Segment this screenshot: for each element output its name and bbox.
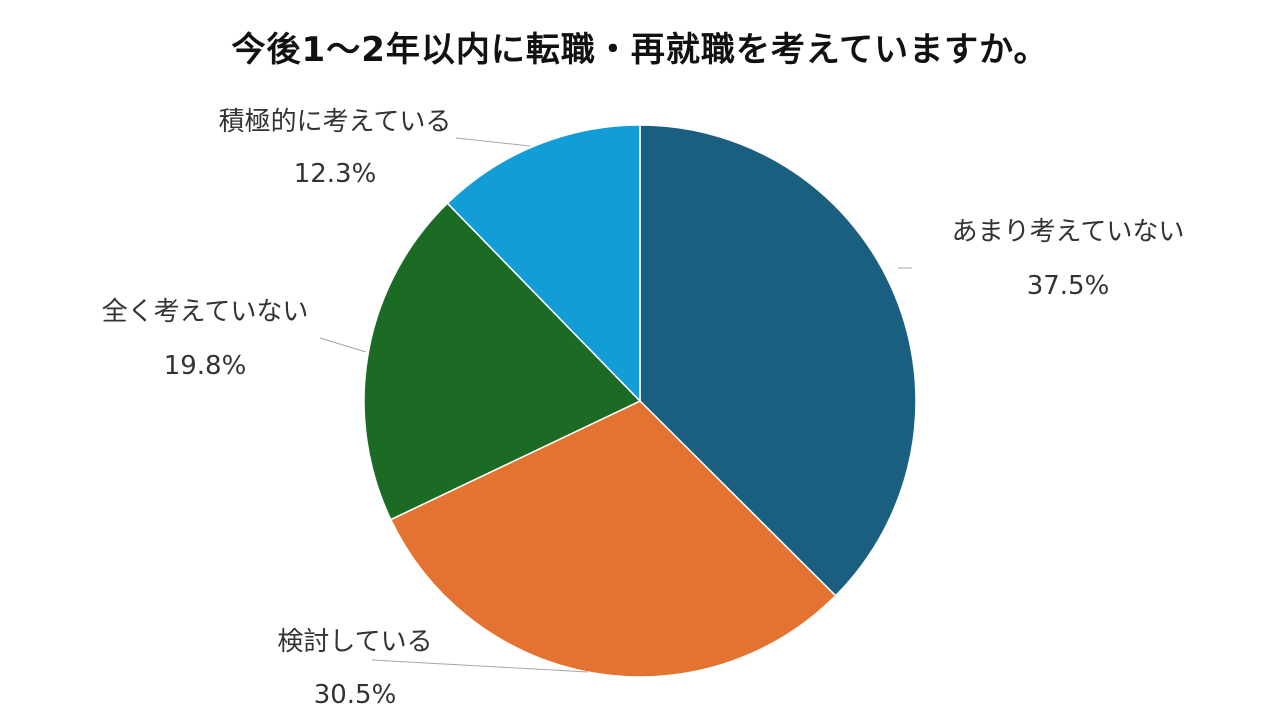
- pie-slice: [389, 400, 837, 678]
- slice-category-label: あまり考えていない: [952, 217, 1185, 247]
- slice-category-label: 積極的に考えている: [219, 107, 452, 137]
- slice-value-label: 30.5%: [314, 680, 397, 710]
- slice-value-label: 37.5%: [1027, 271, 1110, 301]
- pie-slice: [446, 124, 641, 403]
- pie-slice: [639, 124, 917, 597]
- chart-title: 今後1～2年以内に転職・再就職を考えていますか。: [231, 30, 1049, 70]
- leader-line: [371, 659, 589, 673]
- slice-category-label: 検討している: [277, 627, 432, 657]
- slice-category-label: 全く考えていない: [102, 297, 309, 327]
- leader-line: [455, 137, 531, 147]
- leader-line: [319, 337, 367, 353]
- pie-slice: [363, 202, 642, 521]
- slice-value-label: 19.8%: [164, 351, 247, 381]
- slice-value-label: 12.3%: [294, 159, 377, 189]
